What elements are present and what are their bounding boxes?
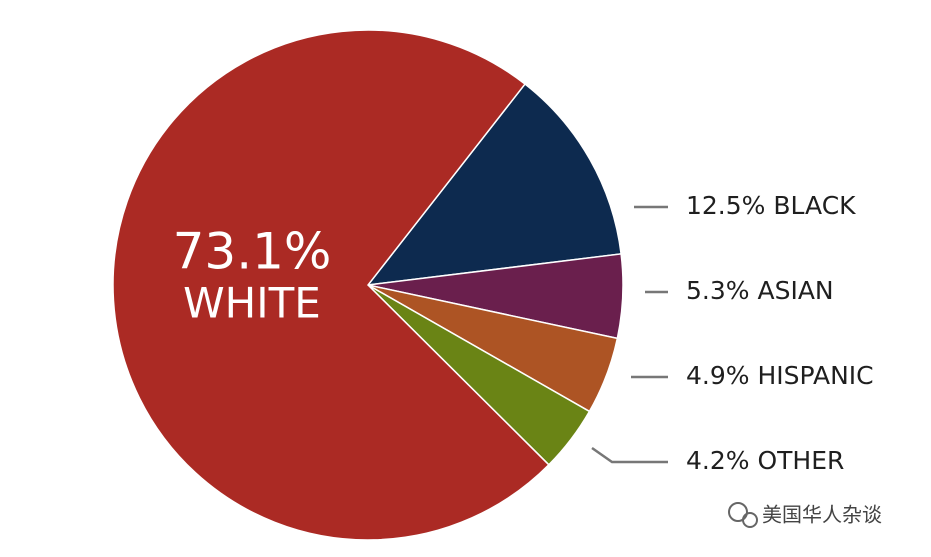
value-label: 12.5% xyxy=(686,191,765,220)
category-label: ASIAN xyxy=(757,276,833,305)
slice-label: 4.9% HISPANIC xyxy=(686,361,874,390)
value-label: 5.3% xyxy=(686,276,750,305)
slice-label: 4.2% OTHER xyxy=(686,446,844,475)
slice-label: 12.5% BLACK xyxy=(686,191,856,220)
watermark-text: 美国华人杂谈 xyxy=(762,503,882,527)
pie-slice xyxy=(112,29,550,541)
watermark: 美国华人杂谈 xyxy=(728,502,882,528)
watermark-icon xyxy=(728,502,748,522)
category-label: BLACK xyxy=(773,191,856,220)
category-label: WHITE xyxy=(183,279,321,328)
category-label: OTHER xyxy=(757,446,844,475)
pie-slice xyxy=(366,83,622,286)
category-label: HISPANIC xyxy=(757,361,873,390)
value-label: 4.2% xyxy=(686,446,750,475)
value-label: 73.1% xyxy=(173,223,332,281)
leader-line xyxy=(591,446,668,464)
slice-label: 5.3% ASIAN xyxy=(686,276,834,305)
value-label: 4.9% xyxy=(686,361,750,390)
watermark-icon xyxy=(742,512,758,528)
